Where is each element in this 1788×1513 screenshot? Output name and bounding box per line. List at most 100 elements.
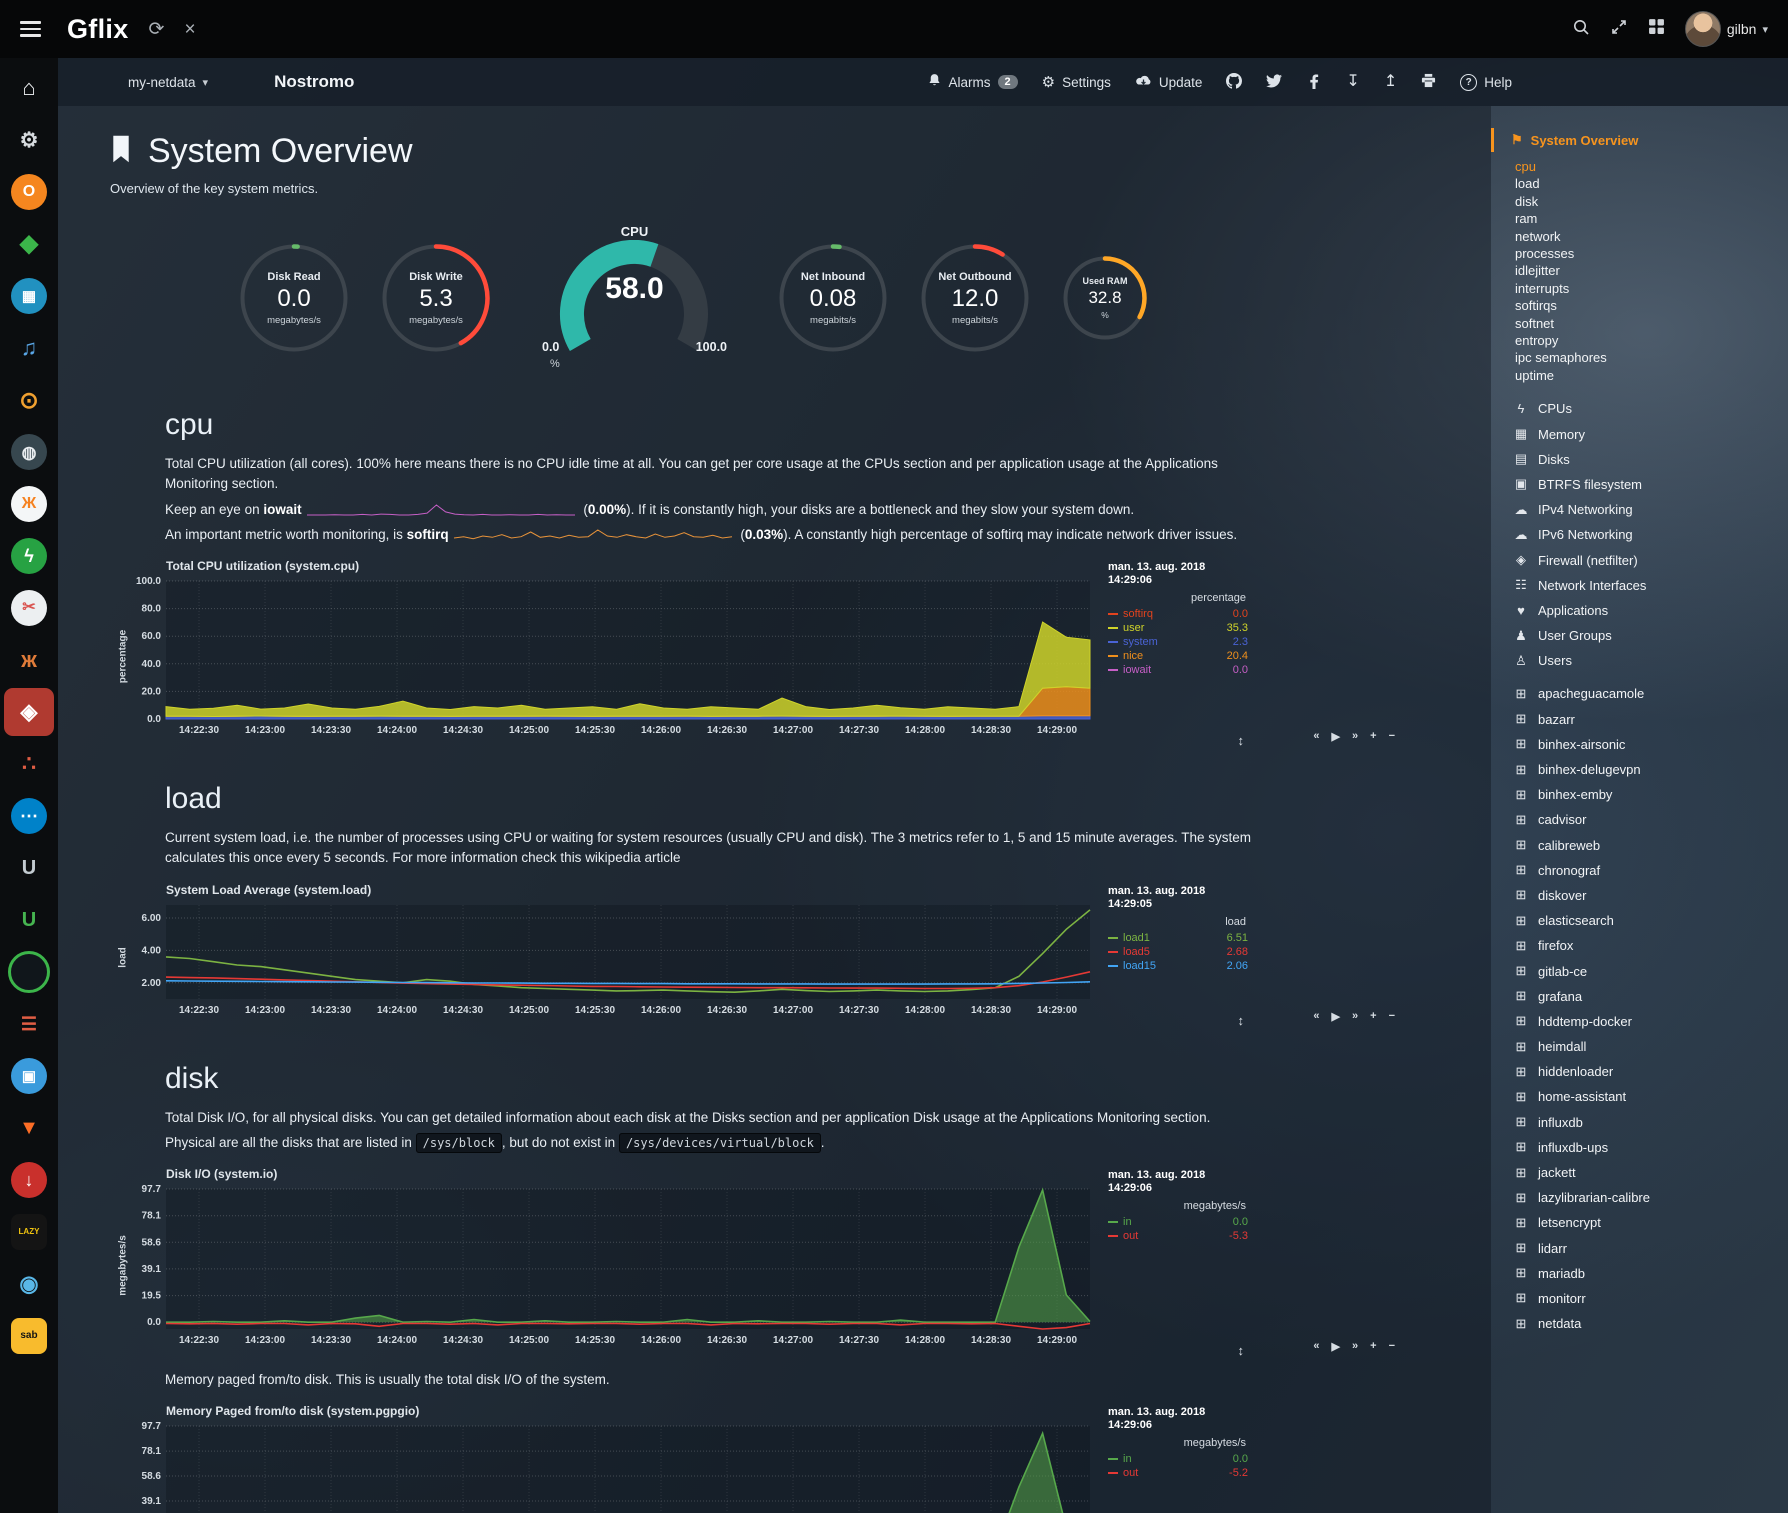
chart-plot-area[interactable]: 97.778.158.639.119.50.0-19.5-39.1-58.6-7… — [118, 1420, 1098, 1513]
nav-item-interrupts[interactable]: interrupts — [1515, 280, 1570, 296]
chart-zoom-out-button[interactable]: − — [1388, 1009, 1395, 1022]
update-button[interactable]: Update — [1135, 73, 1202, 91]
legend-item-load5[interactable]: load5 2.68 — [1108, 945, 1248, 959]
sidebar-app-gitlab[interactable]: ▼ — [0, 1102, 58, 1154]
legend-item-in[interactable]: in 0.0 — [1108, 1215, 1248, 1229]
chart-play-button[interactable]: ▶ — [1331, 1010, 1340, 1023]
nav-item-mariadb[interactable]: ⊞ mariadb — [1513, 1261, 1788, 1286]
nav-section-firewall-netfilter-[interactable]: ◈ Firewall (netfilter) — [1513, 547, 1788, 572]
legend-item-iowait[interactable]: iowait 0.0 — [1108, 663, 1248, 677]
legend-item-in[interactable]: in 0.0 — [1108, 1452, 1248, 1466]
sidebar-app-search-app[interactable]: ⊙ — [0, 374, 58, 426]
sidebar-app-nextcloud[interactable]: ⋯ — [0, 790, 58, 842]
nav-section-disks[interactable]: ▤ Disks — [1513, 447, 1788, 472]
chart-rewind-button[interactable]: « — [1313, 730, 1320, 742]
sidebar-app-lazylibrarian[interactable]: LAZY — [0, 1206, 58, 1258]
facebook-icon[interactable] — [1306, 73, 1322, 92]
chart-plot-area[interactable]: 2.00 4.00 6.00 14:22:30 14:23:00 14:23:30 14:2… — [118, 899, 1098, 1021]
chart-play-button[interactable]: ▶ — [1331, 1341, 1340, 1353]
sidebar-app-scissors[interactable]: ✂ — [0, 582, 58, 634]
sidebar-app-bolt-app[interactable]: ϟ — [0, 530, 58, 582]
print-icon[interactable] — [1421, 73, 1436, 91]
nav-item-ipc-semaphores[interactable]: ipc semaphores — [1515, 350, 1607, 366]
sidebar-app-sphere[interactable]: ◍ — [0, 426, 58, 478]
nav-section-user-groups[interactable]: ♟ User Groups — [1513, 623, 1788, 648]
nav-item-jackett[interactable]: ⊞ jackett — [1513, 1160, 1788, 1185]
chart-forward-button[interactable]: » — [1352, 1340, 1359, 1352]
user-menu[interactable]: gilbn ▾ — [1684, 11, 1768, 47]
sidebar-app-shield-app[interactable]: ◈ — [4, 688, 54, 736]
nav-section-cpus[interactable]: ϟ CPUs — [1513, 396, 1788, 421]
sidebar-app-cluster[interactable]: ∴ — [0, 738, 58, 790]
nav-item-chronograf[interactable]: ⊞ chronograf — [1513, 858, 1788, 883]
sidebar-app-gem[interactable]: ◆ — [0, 218, 58, 270]
nav-section-memory[interactable]: ▦ Memory — [1513, 421, 1788, 446]
nav-item-influxdb-ups[interactable]: ⊞ influxdb-ups — [1513, 1135, 1788, 1160]
gauge-cpu[interactable]: CPU 58.0 0.0 100.0% — [532, 224, 737, 372]
sidebar-app-wheel[interactable]: Ж — [0, 478, 58, 530]
nav-item-influxdb[interactable]: ⊞ influxdb — [1513, 1110, 1788, 1135]
legend-item-load1[interactable]: load1 6.51 — [1108, 931, 1248, 945]
nav-section-applications[interactable]: ♥ Applications — [1513, 598, 1788, 623]
nav-item-network[interactable]: network — [1515, 228, 1561, 244]
chart-plot-area[interactable]: 0.0 20.0 40.0 60.0 80.0 100.0 14:22:30 14:23:00… — [118, 575, 1098, 741]
upload-icon[interactable]: ↥ — [1383, 73, 1398, 90]
sidebar-app-settings[interactable]: ⚙ — [0, 114, 58, 166]
nav-item-binhex-airsonic[interactable]: ⊞ binhex-airsonic — [1513, 732, 1788, 757]
chart-resize-handle[interactable]: ↕ — [1237, 733, 1245, 748]
legend-item-load15[interactable]: load15 2.06 — [1108, 959, 1248, 973]
nav-item-apacheguacamole[interactable]: ⊞ apacheguacamole — [1513, 681, 1788, 706]
nav-item-lazylibrarian-calibre[interactable]: ⊞ lazylibrarian-calibre — [1513, 1185, 1788, 1210]
nav-item-processes[interactable]: processes — [1515, 246, 1575, 262]
nav-item-monitorr[interactable]: ⊞ monitorr — [1513, 1286, 1788, 1311]
help-button[interactable]: ? Help — [1460, 73, 1512, 91]
sidebar-app-organizr[interactable]: O — [0, 166, 58, 218]
nav-item-firefox[interactable]: ⊞ firefox — [1513, 933, 1788, 958]
chart-zoom-in-button[interactable]: + — [1370, 1340, 1377, 1352]
chart-forward-button[interactable]: » — [1352, 730, 1359, 742]
chart-rewind-button[interactable]: « — [1313, 1009, 1320, 1022]
gauge-disk-read[interactable]: Disk Read 0.0 megabytes/s — [238, 242, 350, 354]
nav-section-users[interactable]: ♙ Users — [1513, 648, 1788, 673]
nav-item-letsencrypt[interactable]: ⊞ letsencrypt — [1513, 1210, 1788, 1235]
sidebar-app-arrow-down-app[interactable]: ↓ — [0, 1154, 58, 1206]
nav-item-elasticsearch[interactable]: ⊞ elasticsearch — [1513, 908, 1788, 933]
sidebar-app-bars-app[interactable]: ☰ — [0, 998, 58, 1050]
nav-item-grafana[interactable]: ⊞ grafana — [1513, 984, 1788, 1009]
chart-forward-button[interactable]: » — [1352, 1009, 1359, 1022]
nav-item-load[interactable]: load — [1515, 176, 1540, 192]
chart-resize-handle[interactable]: ↕ — [1237, 1343, 1245, 1358]
refresh-icon[interactable]: ⟳ — [148, 18, 165, 40]
chart-rewind-button[interactable]: « — [1313, 1340, 1320, 1352]
nav-item-softirqs[interactable]: softirqs — [1515, 298, 1557, 314]
chart-play-button[interactable]: ▶ — [1331, 731, 1340, 743]
wikipedia-link[interactable]: wikipedia article — [585, 850, 681, 866]
chart-zoom-in-button[interactable]: + — [1370, 1009, 1377, 1022]
chart-resize-handle[interactable]: ↕ — [1237, 1012, 1245, 1028]
legend-item-out[interactable]: out -5.3 — [1108, 1229, 1248, 1243]
legend-item-softirq[interactable]: softirq 0.0 — [1108, 607, 1248, 621]
close-icon[interactable]: × — [184, 18, 196, 40]
nav-item-hiddenloader[interactable]: ⊞ hiddenloader — [1513, 1059, 1788, 1084]
nav-item-calibreweb[interactable]: ⊞ calibreweb — [1513, 832, 1788, 857]
nav-item-home-assistant[interactable]: ⊞ home-assistant — [1513, 1084, 1788, 1109]
sidebar-app-droplet[interactable]: ◉ — [0, 1258, 58, 1310]
nav-item-diskover[interactable]: ⊞ diskover — [1513, 883, 1788, 908]
alarms-button[interactable]: Alarms 2 — [927, 73, 1018, 91]
search-icon[interactable] — [1572, 18, 1590, 41]
settings-button[interactable]: ⚙ Settings — [1042, 73, 1111, 91]
hamburger-menu-button[interactable] — [20, 21, 41, 37]
gauge-net-outbound[interactable]: Net Outbound 12.0 megabits/s — [919, 242, 1031, 354]
chart-zoom-in-button[interactable]: + — [1370, 730, 1377, 742]
nav-section-ipv6-networking[interactable]: ☁ IPv6 Networking — [1513, 522, 1788, 547]
server-menu[interactable]: my-netdata ▾ — [128, 75, 208, 90]
legend-item-user[interactable]: user 35.3 — [1108, 621, 1248, 635]
nav-section-btrfs-filesystem[interactable]: ▣ BTRFS filesystem — [1513, 472, 1788, 497]
nav-item-heimdall[interactable]: ⊞ heimdall — [1513, 1034, 1788, 1059]
sidebar-app-sabnzbd[interactable]: sab — [0, 1310, 58, 1362]
nav-item-disk[interactable]: disk — [1515, 193, 1539, 209]
nav-section-system-overview[interactable]: ⚑ System Overview — [1491, 128, 1788, 152]
nav-item-cadvisor[interactable]: ⊞ cadvisor — [1513, 807, 1788, 832]
legend-item-system[interactable]: system 2.3 — [1108, 635, 1248, 649]
nav-item-bazarr[interactable]: ⊞ bazarr — [1513, 707, 1788, 732]
